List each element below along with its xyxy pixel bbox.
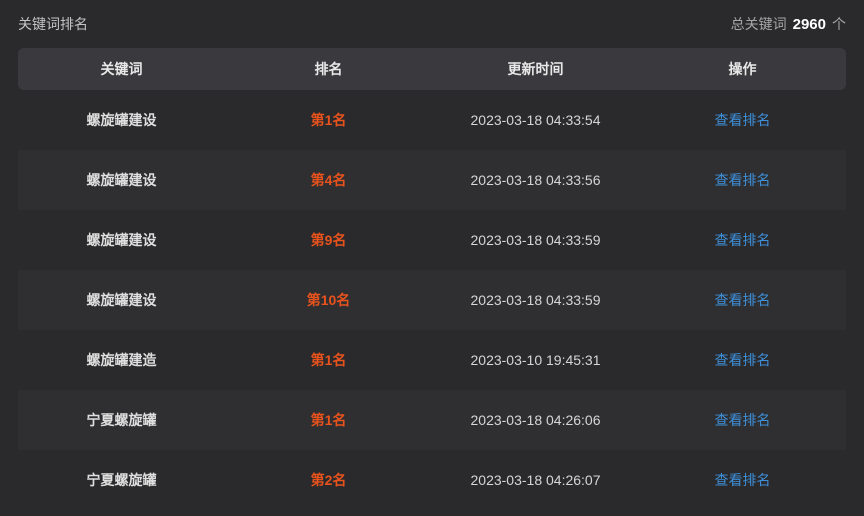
keyword-cell: 螺旋罐建设 — [86, 292, 157, 308]
table-row: 宁夏螺旋罐 第2名 2023-03-18 04:26:07 查看排名 — [18, 450, 846, 510]
rank-cell: 第1名 — [310, 412, 347, 428]
keyword-cell: 螺旋罐建造 — [86, 352, 157, 368]
rank-cell: 第1名 — [310, 352, 347, 368]
rank-cell: 第2名 — [310, 472, 347, 488]
updated-cell: 2023-03-18 04:26:07 — [470, 472, 601, 488]
view-rank-link[interactable]: 查看排名 — [714, 352, 771, 368]
rank-cell: 第4名 — [310, 172, 347, 188]
total-keywords: 总关键词 2960 个 — [731, 14, 846, 34]
page-title: 关键词排名 — [18, 16, 88, 32]
keyword-cell: 宁夏螺旋罐 — [86, 472, 157, 488]
table-row: 螺旋罐建设 第9名 2023-03-18 04:33:59 查看排名 — [18, 210, 846, 270]
header-cell-rank: 排名 — [314, 61, 343, 77]
view-rank-link[interactable]: 查看排名 — [714, 112, 771, 128]
total-keywords-count: 2960 — [792, 16, 826, 33]
view-rank-link[interactable]: 查看排名 — [714, 412, 771, 428]
keywords-table: 关键词 排名 更新时间 操作 螺旋罐建设 第1名 2023-03-18 04:3… — [18, 48, 846, 510]
keyword-cell: 螺旋罐建设 — [86, 232, 157, 248]
view-rank-link[interactable]: 查看排名 — [714, 232, 771, 248]
updated-cell: 2023-03-18 04:33:56 — [470, 172, 601, 188]
keyword-cell: 螺旋罐建设 — [86, 172, 157, 188]
rank-cell: 第9名 — [310, 232, 347, 248]
rank-cell: 第1名 — [310, 112, 347, 128]
table-row: 螺旋罐建设 第10名 2023-03-18 04:33:59 查看排名 — [18, 270, 846, 330]
view-rank-link[interactable]: 查看排名 — [714, 472, 771, 488]
table-body: 螺旋罐建设 第1名 2023-03-18 04:33:54 查看排名 螺旋罐建设… — [18, 90, 846, 510]
updated-cell: 2023-03-18 04:33:54 — [470, 112, 601, 128]
table-row: 宁夏螺旋罐 第1名 2023-03-18 04:26:06 查看排名 — [18, 390, 846, 450]
updated-cell: 2023-03-10 19:45:31 — [470, 352, 601, 368]
view-rank-link[interactable]: 查看排名 — [714, 172, 771, 188]
rank-cell: 第10名 — [306, 292, 351, 308]
table-header: 关键词 排名 更新时间 操作 — [18, 48, 846, 90]
topbar: 关键词排名 总关键词 2960 个 — [18, 13, 846, 35]
table-row: 螺旋罐建造 第1名 2023-03-10 19:45:31 查看排名 — [18, 330, 846, 390]
table-row: 螺旋罐建设 第1名 2023-03-18 04:33:54 查看排名 — [18, 90, 846, 150]
header-cell-action: 操作 — [728, 61, 757, 77]
updated-cell: 2023-03-18 04:33:59 — [470, 232, 601, 248]
total-keywords-unit: 个 — [832, 16, 846, 32]
updated-cell: 2023-03-18 04:26:06 — [470, 412, 601, 428]
updated-cell: 2023-03-18 04:33:59 — [470, 292, 601, 308]
total-keywords-label: 总关键词 — [730, 16, 787, 32]
table-row: 螺旋罐建设 第4名 2023-03-18 04:33:56 查看排名 — [18, 150, 846, 210]
header-cell-updated: 更新时间 — [507, 61, 564, 77]
header-cell-keyword: 关键词 — [100, 61, 143, 77]
keyword-cell: 宁夏螺旋罐 — [86, 412, 157, 428]
keyword-cell: 螺旋罐建设 — [86, 112, 157, 128]
view-rank-link[interactable]: 查看排名 — [714, 292, 771, 308]
